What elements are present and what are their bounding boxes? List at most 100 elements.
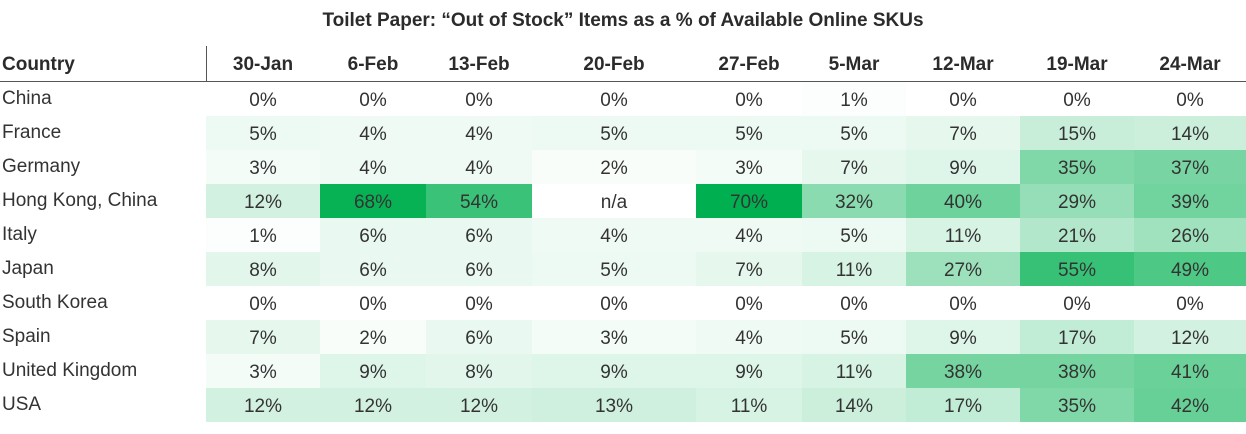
heatmap-cell: 13% <box>532 388 696 422</box>
heatmap-cell: 7% <box>802 150 906 184</box>
column-header: 5-Mar <box>828 54 880 75</box>
country-label: Germany <box>2 156 81 177</box>
heatmap-cell: 35% <box>1020 150 1134 184</box>
heatmap-cell: 12% <box>1134 320 1246 354</box>
heatmap-cell: 4% <box>320 150 426 184</box>
heatmap-cell: 37% <box>1134 150 1246 184</box>
heatmap-cell: 7% <box>906 116 1020 150</box>
heatmap-cell: 0% <box>1134 82 1246 116</box>
heatmap-cell: 11% <box>696 388 802 422</box>
heatmap-cell: n/a <box>532 184 696 218</box>
heatmap-cell: 0% <box>320 286 426 320</box>
heatmap-cell: 5% <box>802 218 906 252</box>
heatmap-cell: 4% <box>426 150 532 184</box>
heatmap-cell: 14% <box>802 388 906 422</box>
heatmap-cell: 9% <box>906 320 1020 354</box>
heatmap-cell: 15% <box>1020 116 1134 150</box>
heatmap-cell: 1% <box>206 218 320 252</box>
heatmap-cell: 49% <box>1134 252 1246 286</box>
heatmap-cell: 3% <box>206 354 320 388</box>
heatmap-cell: 0% <box>696 286 802 320</box>
heatmap-cell: 12% <box>206 184 320 218</box>
column-header: 19-Mar <box>1046 54 1108 75</box>
table-row: Italy 1% 6% 6% 4% 4% 5% 11% 21% 26% <box>0 218 1246 252</box>
heatmap-cell: 42% <box>1134 388 1246 422</box>
heatmap-cell: 9% <box>696 354 802 388</box>
country-label: USA <box>2 394 42 415</box>
heatmap-cell: 8% <box>206 252 320 286</box>
heatmap-cell: 0% <box>206 82 320 116</box>
heatmap-cell: 9% <box>906 150 1020 184</box>
heatmap-cell: 0% <box>532 82 696 116</box>
table-row: Japan 8% 6% 6% 5% 7% 11% 27% 55% 49% <box>0 252 1246 286</box>
heatmap-cell: 11% <box>802 354 906 388</box>
heatmap-cell: 5% <box>802 320 906 354</box>
heatmap-cell: 6% <box>426 320 532 354</box>
column-header: 20-Feb <box>583 54 645 75</box>
heatmap-cell: 38% <box>906 354 1020 388</box>
header-divider-vertical <box>206 46 207 82</box>
heatmap-cell: 0% <box>802 286 906 320</box>
heatmap-cell: 5% <box>802 116 906 150</box>
table-row: United Kingdom 3% 9% 8% 9% 9% 11% 38% 38% 41% <box>0 354 1246 388</box>
table-header: Country 30-Jan 6-Feb 13-Feb 20-Feb 27-Fe… <box>0 48 1246 82</box>
heatmap-cell: 12% <box>426 388 532 422</box>
country-label: France <box>2 122 62 143</box>
heatmap-cell: 0% <box>1020 286 1134 320</box>
heatmap-cell: 3% <box>532 320 696 354</box>
heatmap-cell: 8% <box>426 354 532 388</box>
table-row: France 5% 4% 4% 5% 5% 5% 7% 15% 14% <box>0 116 1246 150</box>
table-row: Spain 7% 2% 6% 3% 4% 5% 9% 17% 12% <box>0 320 1246 354</box>
heatmap-cell: 0% <box>1134 286 1246 320</box>
heatmap-cell: 0% <box>206 286 320 320</box>
heatmap-cell: 6% <box>426 218 532 252</box>
heatmap-cell: 17% <box>1020 320 1134 354</box>
heatmap-cell: 3% <box>206 150 320 184</box>
column-header: 6-Feb <box>347 54 399 75</box>
heatmap-cell: 5% <box>206 116 320 150</box>
column-header: 27-Feb <box>718 54 780 75</box>
heatmap-cell: 26% <box>1134 218 1246 252</box>
heatmap-cell: 0% <box>906 286 1020 320</box>
country-label: Japan <box>2 258 54 279</box>
country-label: Hong Kong, China <box>2 190 158 211</box>
heatmap-cell: 35% <box>1020 388 1134 422</box>
heatmap-cell: 9% <box>532 354 696 388</box>
heatmap-cell: 11% <box>802 252 906 286</box>
heatmap-cell: 40% <box>906 184 1020 218</box>
heatmap-cell: 4% <box>532 218 696 252</box>
heatmap-cell: 5% <box>532 252 696 286</box>
heatmap-cell: 4% <box>696 218 802 252</box>
country-column-header: Country <box>2 54 75 75</box>
heatmap-cell: 0% <box>1020 82 1134 116</box>
heatmap-cell: 0% <box>696 82 802 116</box>
country-label: Spain <box>2 326 51 347</box>
heatmap-cell: 41% <box>1134 354 1246 388</box>
heatmap-cell: 4% <box>426 116 532 150</box>
heatmap-cell: 6% <box>426 252 532 286</box>
heatmap-cell: 7% <box>696 252 802 286</box>
heatmap-cell: 55% <box>1020 252 1134 286</box>
column-header: 13-Feb <box>448 54 510 75</box>
country-label: China <box>2 88 52 109</box>
table-row: Germany 3% 4% 4% 2% 3% 7% 9% 35% 37% <box>0 150 1246 184</box>
heatmap-cell: 21% <box>1020 218 1134 252</box>
table-row: China 0% 0% 0% 0% 0% 1% 0% 0% 0% <box>0 82 1246 116</box>
heatmap-cell: 0% <box>532 286 696 320</box>
header-divider-horizontal <box>0 81 1246 82</box>
heatmap-cell: 1% <box>802 82 906 116</box>
heatmap-cell: 14% <box>1134 116 1246 150</box>
heatmap-cell: 68% <box>320 184 426 218</box>
chart-title: Toilet Paper: “Out of Stock” Items as a … <box>322 10 924 31</box>
heatmap-cell: 39% <box>1134 184 1246 218</box>
column-header: 30-Jan <box>232 54 294 75</box>
country-label: United Kingdom <box>2 360 138 381</box>
heatmap-cell: 7% <box>206 320 320 354</box>
heatmap-cell: 54% <box>426 184 532 218</box>
country-label: South Korea <box>2 292 108 313</box>
heatmap-cell: 5% <box>696 116 802 150</box>
heatmap-cell: 2% <box>320 320 426 354</box>
column-header: 24-Mar <box>1159 54 1221 75</box>
table-row: South Korea 0% 0% 0% 0% 0% 0% 0% 0% 0% <box>0 286 1246 320</box>
heatmap-cell: 11% <box>906 218 1020 252</box>
